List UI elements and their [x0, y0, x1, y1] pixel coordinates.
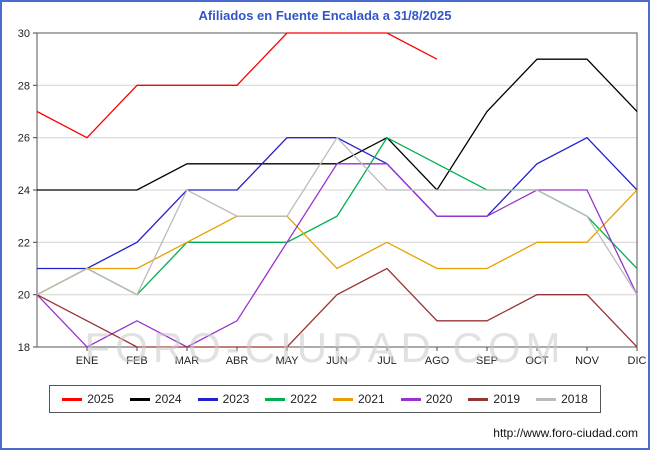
xtick-label: ENE — [76, 355, 99, 367]
ytick-label: 22 — [18, 237, 30, 249]
xtick-label: DIC — [628, 355, 647, 367]
legend-line-swatch-2025 — [62, 397, 83, 401]
legend-line-swatch-2018 — [536, 397, 557, 401]
legend-label-2019: 2019 — [493, 392, 521, 406]
series-2021-line — [36, 189, 638, 296]
ytick-label: 28 — [18, 80, 30, 92]
legend-label-2020: 2020 — [425, 392, 453, 406]
legend-label-2021: 2021 — [358, 392, 385, 406]
xtick-label: JUN — [326, 355, 347, 367]
xtick-label: JUL — [377, 355, 397, 367]
legend: 2025 2024 2023 2022 2021 2020 2019 2018 — [49, 385, 601, 413]
legend-label-2024: 2024 — [154, 392, 182, 406]
legend-item-2023: 2023 — [197, 392, 250, 406]
xtick-label: MAY — [275, 355, 299, 367]
ytick-label: 20 — [18, 290, 30, 302]
legend-item-2020: 2020 — [400, 392, 453, 406]
xtick-label: NOV — [575, 355, 600, 367]
legend-item-2019: 2019 — [468, 392, 520, 406]
series-2023-line — [37, 136, 638, 270]
legend-item-2025: 2025 — [62, 392, 114, 406]
xtick-label: FEB — [126, 355, 147, 367]
ytick-label: 24 — [18, 185, 30, 197]
source-url: http://www.foro-ciudad.com — [493, 426, 638, 440]
xtick-label: AGO — [425, 355, 450, 367]
xtick-label: OCT — [525, 355, 549, 367]
series-2024-line — [37, 58, 638, 192]
legend-label-2022: 2022 — [290, 392, 317, 406]
series-2019-line — [36, 267, 638, 348]
series-2020-line — [36, 163, 638, 348]
legend-label-2018: 2018 — [561, 392, 588, 406]
legend-item-2018: 2018 — [536, 392, 588, 406]
series-2022-line — [36, 136, 638, 296]
legend-line-swatch-2022 — [265, 397, 286, 401]
line-chart: 18 20 22 24 26 28 30 ENE FEB MAR ABR MAY JUN JUL AGO SE… — [18, 28, 647, 367]
xtick-label: SEP — [476, 355, 498, 367]
legend-label-2025: 2025 — [87, 392, 114, 406]
legend-item-2024: 2024 — [129, 392, 182, 406]
xtick-label: MAR — [175, 355, 200, 367]
legend-label-2023: 2023 — [222, 392, 250, 406]
legend-line-swatch-2019 — [468, 397, 489, 401]
series-2025-line — [36, 32, 438, 139]
legend-line-swatch-2021 — [333, 397, 353, 401]
series-2018-line — [36, 136, 638, 296]
legend-line-swatch-2020 — [400, 397, 421, 401]
legend-item-2021: 2021 — [333, 392, 385, 406]
legend-item-2022: 2022 — [265, 392, 317, 406]
chart-title: Afiliados en Fuente Encalada a 31/8/2025 — [198, 8, 452, 23]
ytick-label: 30 — [18, 28, 30, 40]
ytick-label: 26 — [18, 133, 30, 145]
legend-line-swatch-2023 — [197, 397, 218, 401]
xtick-label: ABR — [226, 355, 249, 367]
legend-line-swatch-2024 — [129, 397, 150, 401]
ytick-label: 18 — [18, 342, 30, 354]
